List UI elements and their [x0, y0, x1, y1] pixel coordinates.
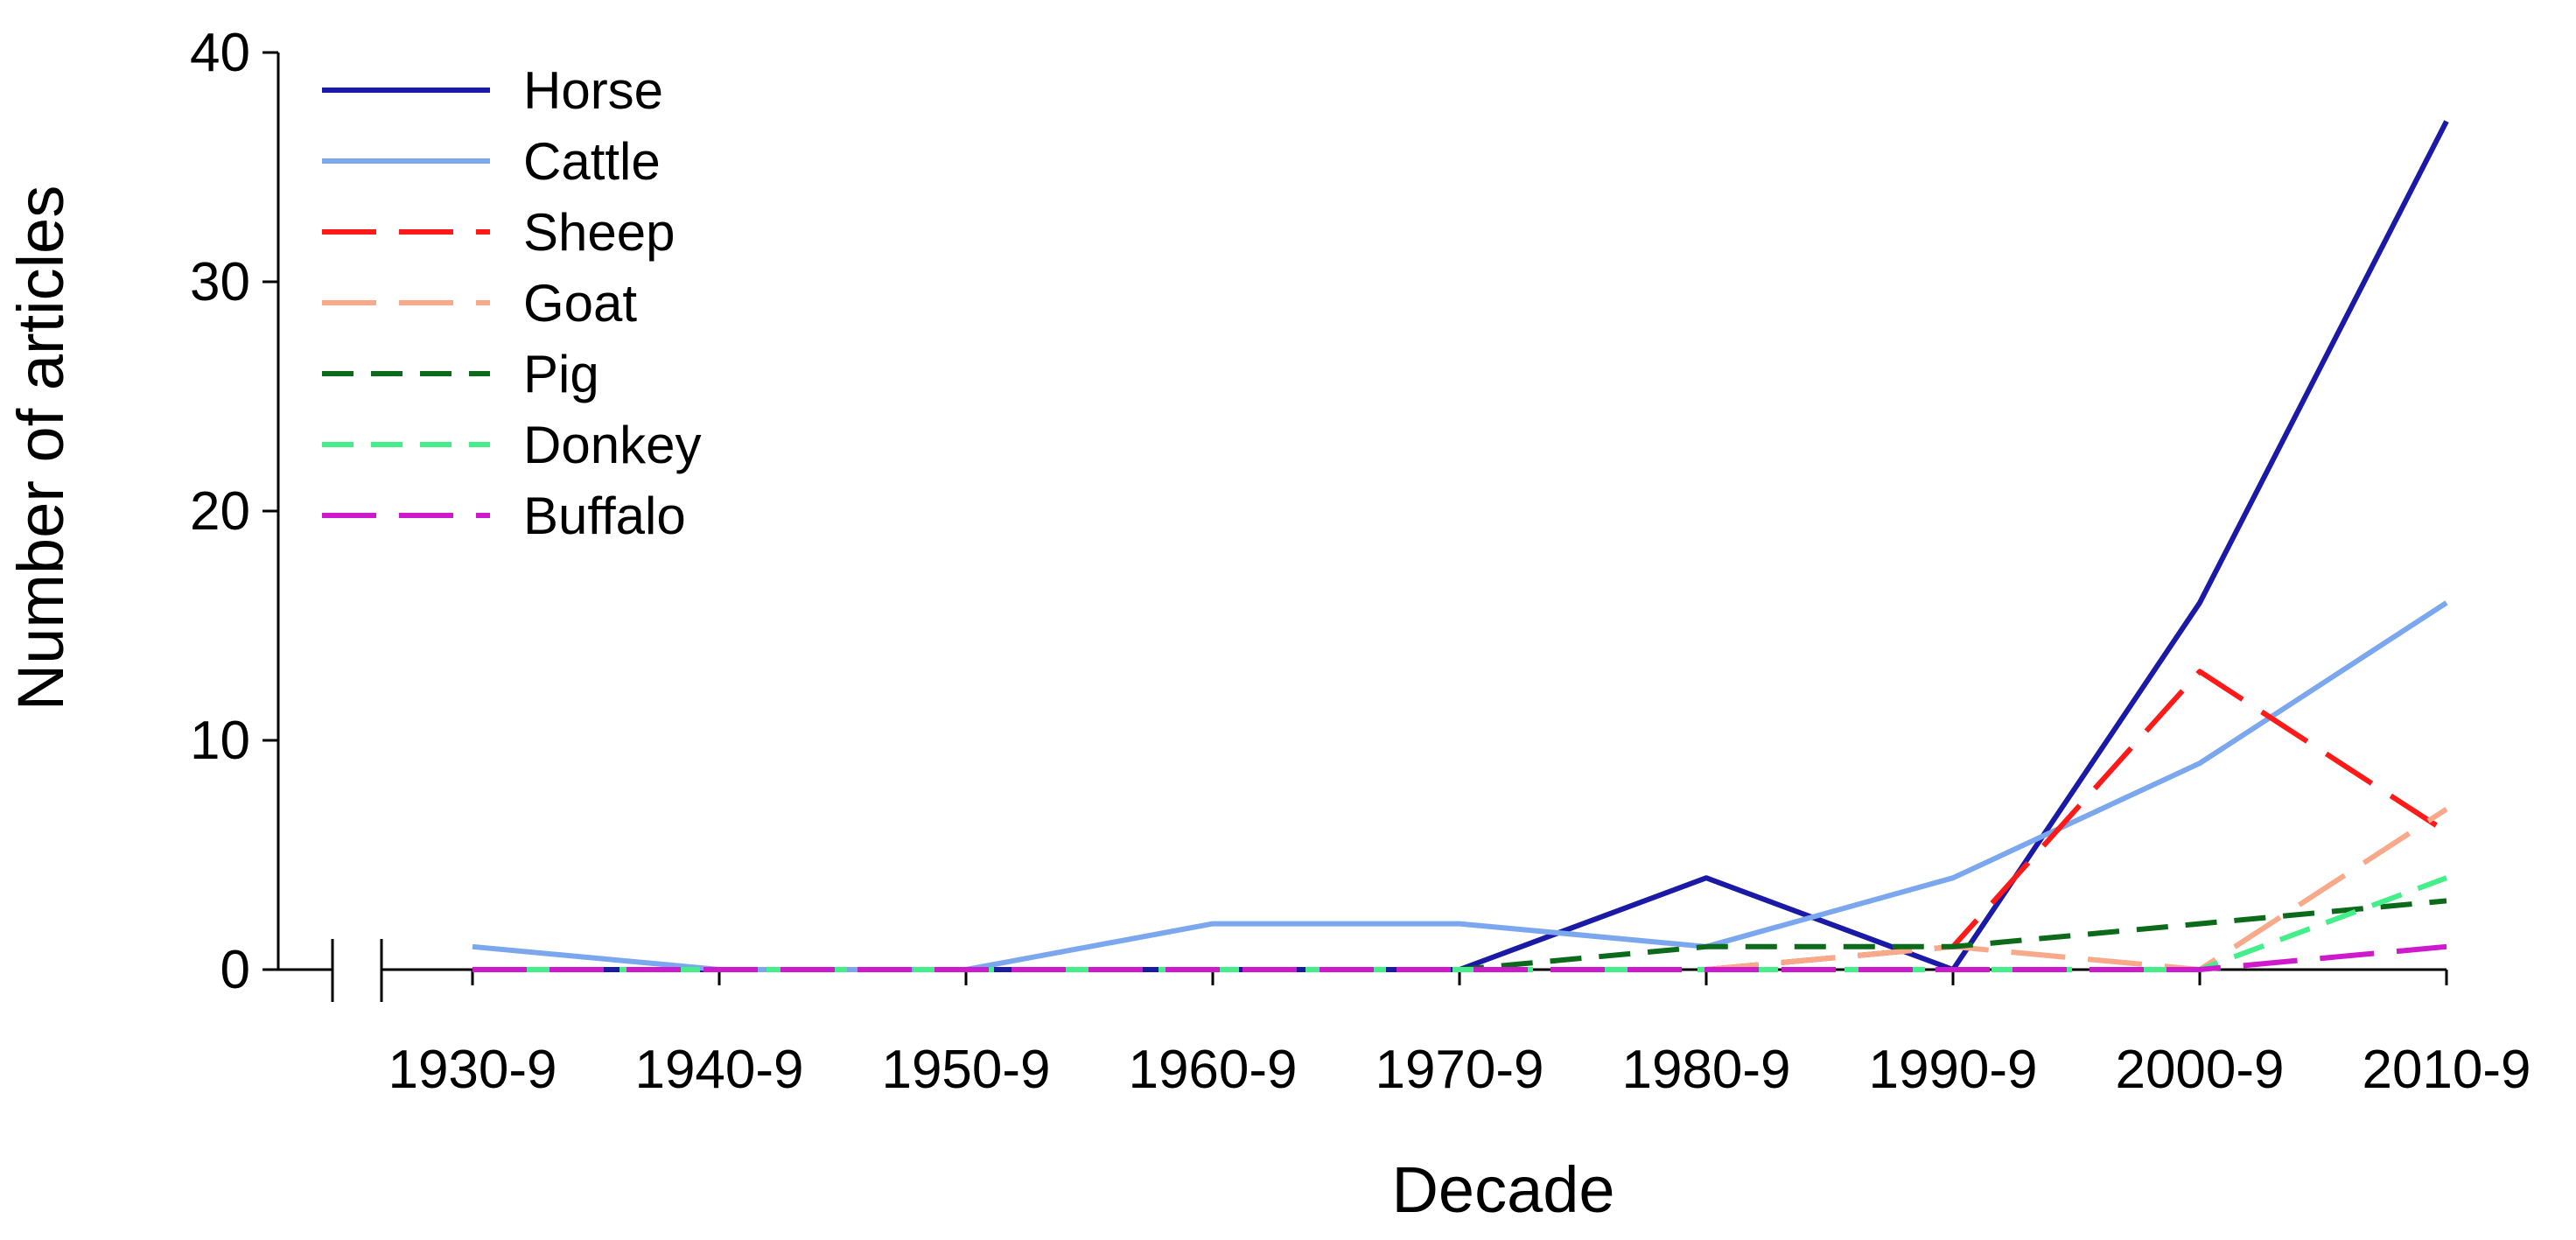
x-axis-title: Decade: [1391, 1153, 1614, 1226]
legend: Horse Cattle Sheep Goat Pig Donkey Buffalo: [322, 61, 701, 545]
y-tick-label: 10: [190, 711, 250, 771]
y-tick-label: 0: [220, 940, 250, 1000]
legend-label-goat: Goat: [523, 274, 637, 333]
series-layer: [472, 120, 2449, 972]
series-line-goat: [472, 807, 2448, 972]
legend-label-sheep: Sheep: [523, 203, 676, 262]
legend-label-horse: Horse: [523, 61, 663, 120]
x-tick-label: 1950-9: [881, 1040, 1050, 1100]
legend-label-cattle: Cattle: [523, 132, 661, 191]
y-axis-title: Number of articles: [4, 186, 77, 711]
x-tick-label: 1980-9: [1621, 1040, 1790, 1100]
y-tick-label: 40: [190, 23, 250, 83]
legend-label-pig: Pig: [523, 345, 599, 403]
x-tick-label: 2000-9: [2115, 1040, 2284, 1100]
y-tick-label: 30: [190, 252, 250, 312]
series-line-buffalo: [472, 943, 2447, 972]
series-line-pig: [472, 898, 2447, 972]
x-tick-label: 1930-9: [388, 1040, 556, 1100]
x-tick-label: 1990-9: [1868, 1040, 2037, 1100]
y-tick-label: 20: [190, 481, 250, 542]
series-line-cattle: [472, 600, 2448, 972]
x-tick-label: 2010-9: [2362, 1040, 2530, 1100]
x-tick-label: 1960-9: [1128, 1040, 1297, 1100]
legend-label-donkey: Donkey: [523, 416, 701, 474]
series-line-horse: [472, 120, 2449, 972]
x-tick-label: 1940-9: [634, 1040, 803, 1100]
legend-label-buffalo: Buffalo: [523, 487, 686, 545]
x-tick-label: 1970-9: [1375, 1040, 1544, 1100]
axes: 0 10 20 30 40 1930-9 1940-9 1950-9 1960-9 1970-9 1…: [190, 23, 2531, 1100]
